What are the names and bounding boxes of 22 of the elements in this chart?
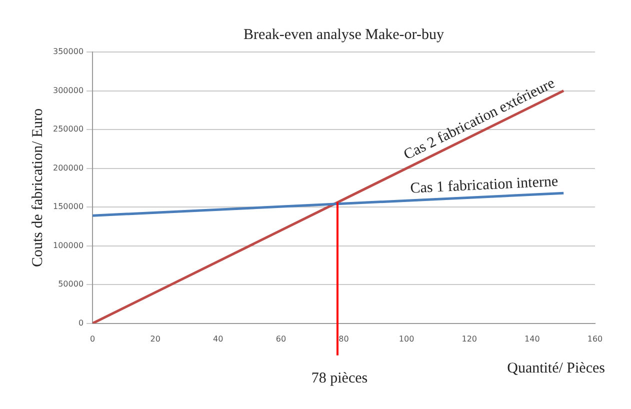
series-label: Cas 1 fabrication interne	[410, 174, 559, 197]
y-tick-label: 50000	[58, 280, 84, 289]
y-tick-label: 100000	[52, 240, 84, 250]
x-tick-label: 40	[213, 334, 224, 344]
x-tick-label: 120	[462, 334, 478, 344]
x-tick-label: 60	[276, 334, 286, 344]
x-tick-label: 160	[587, 334, 603, 344]
y-tick-label: 350000	[52, 47, 84, 56]
x-tick-label: 100	[398, 334, 414, 344]
y-axis-title: Couts de fabrication/ Euro	[30, 108, 46, 268]
x-tick-label: 80	[338, 334, 349, 344]
x-tick-label: 20	[150, 334, 160, 344]
y-tick-label: 200000	[52, 163, 84, 172]
ref-line-label: 78 pièces	[311, 370, 368, 386]
x-axis-title: Quantité/ Pièces	[507, 360, 606, 376]
x-tick-label: 0	[90, 334, 96, 344]
x-tick-label: 140	[524, 334, 540, 344]
y-tick-label: 0	[78, 318, 84, 328]
y-tick-label: 150000	[52, 202, 84, 212]
y-tick-label: 300000	[52, 86, 84, 95]
y-tick-label: 250000	[52, 124, 84, 134]
chart-title: Break-even analyse Make-or-buy	[244, 26, 444, 43]
